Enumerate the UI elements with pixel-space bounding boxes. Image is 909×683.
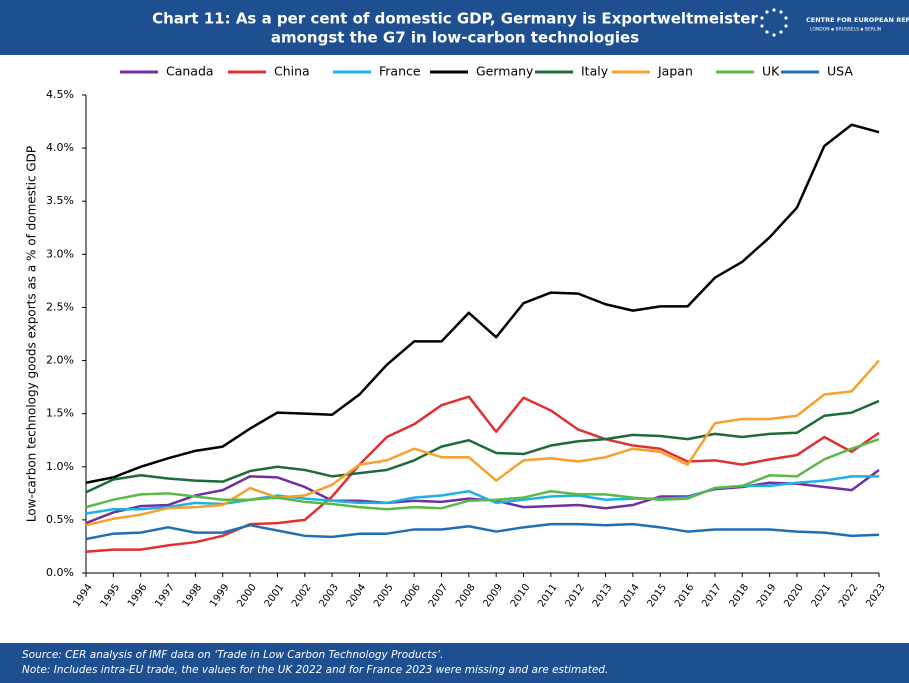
x-tick-label: 1998 xyxy=(181,582,205,609)
x-tick-label: 2018 xyxy=(728,582,752,609)
legend-label: France xyxy=(379,64,421,79)
x-tick-label: 2007 xyxy=(427,582,451,609)
x-tick-label: 2001 xyxy=(263,582,287,609)
x-tick-label: 1994 xyxy=(71,582,95,609)
x-tick-label: 2012 xyxy=(564,582,588,609)
x-tick-label: 2010 xyxy=(509,582,533,609)
legend-label: Japan xyxy=(657,64,693,79)
x-tick-label: 1996 xyxy=(126,582,150,609)
x-tick-label: 1997 xyxy=(153,582,177,609)
series-line xyxy=(85,399,880,494)
y-tick-label: 0.0% xyxy=(46,566,74,579)
series-line xyxy=(85,359,880,527)
x-tick-label: 2017 xyxy=(700,582,724,609)
note: Note: Includes intra-EU trade, the value… xyxy=(22,664,608,676)
x-tick-label: 2005 xyxy=(372,582,396,609)
y-axis-label: Low-carbon technology goods exports as a… xyxy=(25,146,39,522)
legend-label: USA xyxy=(827,64,853,79)
x-tick-label: 2016 xyxy=(673,582,697,609)
y-tick-label: 3.0% xyxy=(46,247,74,260)
legend-label: China xyxy=(274,64,310,79)
y-tick-label: 4.0% xyxy=(46,141,74,154)
y-tick-label: 4.5% xyxy=(46,88,74,101)
x-tick-label: 1999 xyxy=(208,582,232,609)
source-note: Source: CER analysis of IMF data on ‘Tra… xyxy=(22,649,444,661)
footer-band xyxy=(0,643,909,683)
x-tick-label: 2015 xyxy=(646,582,670,609)
x-tick-label: 2023 xyxy=(864,582,888,609)
x-tick-label: 2003 xyxy=(317,582,341,609)
x-tick-label: 2019 xyxy=(755,582,779,609)
logo-stars xyxy=(760,8,788,37)
x-tick-label: 2022 xyxy=(837,582,861,609)
x-tick-label: 2009 xyxy=(481,582,505,609)
legend-label: UK xyxy=(762,64,780,79)
y-tick-label: 2.5% xyxy=(46,300,74,313)
header-band xyxy=(0,0,909,55)
legend-label: Germany xyxy=(476,64,534,79)
x-tick-label: 2002 xyxy=(290,582,314,609)
series-line xyxy=(85,475,879,515)
series-line xyxy=(85,395,880,554)
x-tick-label: 2011 xyxy=(536,582,560,609)
legend-label: Italy xyxy=(581,64,609,79)
series-line xyxy=(85,123,880,484)
logo-text: CENTRE FOR EUROPEAN REFORM xyxy=(806,16,909,24)
x-tick-label: 2008 xyxy=(454,582,478,609)
x-tick-label: 2014 xyxy=(618,582,642,609)
series-line xyxy=(85,437,880,511)
x-tick-label: 2000 xyxy=(235,582,259,609)
x-tick-label: 2021 xyxy=(810,582,834,609)
y-tick-label: 2.0% xyxy=(46,354,74,367)
logo-subtext: LONDON ▪ BRUSSELS ▪ BERLIN xyxy=(810,27,881,33)
y-tick-label: 1.0% xyxy=(46,460,74,473)
y-tick-label: 1.5% xyxy=(46,407,74,420)
x-tick-label: 2006 xyxy=(399,582,423,609)
chart-title: amongst the G7 in low-carbon technologie… xyxy=(271,29,639,47)
x-tick-label: 2020 xyxy=(782,582,806,609)
y-tick-label: 0.5% xyxy=(46,513,74,526)
legend-label: Canada xyxy=(166,64,214,79)
x-tick-label: 1995 xyxy=(99,582,123,609)
chart-title: Chart 11: As a per cent of domestic GDP,… xyxy=(152,10,758,28)
series-line xyxy=(85,522,880,541)
x-tick-label: 2013 xyxy=(591,582,615,609)
x-tick-label: 2004 xyxy=(345,582,369,609)
y-tick-label: 3.5% xyxy=(46,194,74,207)
